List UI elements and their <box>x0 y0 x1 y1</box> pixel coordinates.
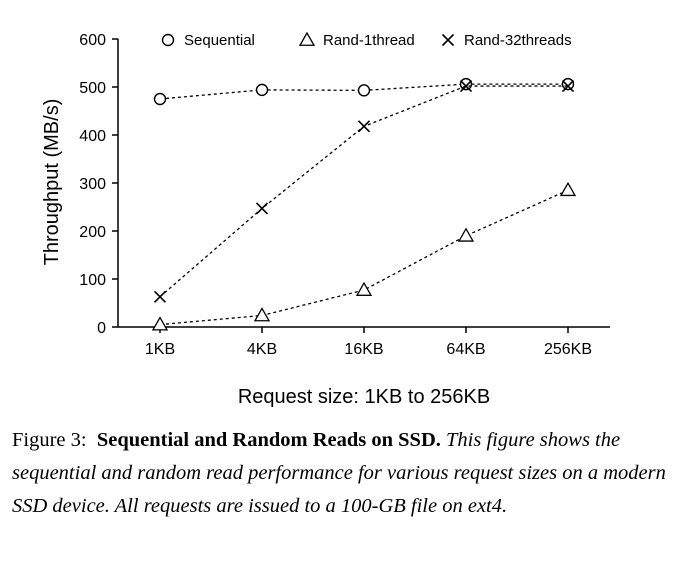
legend-item: Rand-1thread <box>298 31 415 49</box>
data-point <box>255 83 269 97</box>
y-tick-label: 600 <box>79 32 106 49</box>
data-point <box>253 307 271 322</box>
data-point <box>153 290 167 303</box>
x-tick-label: 256KB <box>544 341 592 358</box>
series-rand-1thread <box>151 181 577 331</box>
legend-marker <box>441 33 455 47</box>
legend-label: Sequential <box>184 32 255 49</box>
x-tick-label: 16KB <box>344 341 383 358</box>
x-tick-label: 64KB <box>446 341 485 358</box>
legend-label: Rand-32threads <box>464 32 572 49</box>
data-point <box>459 77 473 91</box>
y-tick-label: 0 <box>97 320 106 337</box>
data-point <box>561 77 575 91</box>
throughput-chart: 0 100 200 300 400 500 600 1KB 4KB 16KB 64KB 256KB S… <box>41 31 610 408</box>
chart-series <box>151 77 577 331</box>
data-point <box>457 227 475 242</box>
legend-marker <box>298 31 316 46</box>
data-point <box>357 84 371 97</box>
data-point <box>459 79 473 93</box>
chart-ticks: 0 100 200 300 400 500 600 1KB 4KB 16KB 64KB 256KB <box>79 32 592 358</box>
y-tick-label: 200 <box>79 224 106 241</box>
y-tick-label: 400 <box>79 128 106 145</box>
data-point <box>561 79 575 93</box>
chart-legend: Sequential Rand-1thread Rand-32threads <box>161 31 572 49</box>
figure-caption: Figure 3: Sequential and Random Reads on… <box>12 424 668 523</box>
y-tick-label: 300 <box>79 176 106 193</box>
legend-marker <box>161 33 175 47</box>
data-point <box>559 181 577 197</box>
x-axis-title: Request size: 1KB to 256KB <box>238 386 490 408</box>
data-point <box>151 316 169 331</box>
legend-item: Sequential <box>161 32 255 49</box>
caption-body: This figure shows the sequential and ran… <box>12 429 666 517</box>
y-tick-label: 500 <box>79 80 106 97</box>
series-sequential <box>153 77 575 106</box>
data-point <box>255 202 269 215</box>
series-line <box>159 85 568 298</box>
data-point <box>357 120 371 133</box>
caption-title: Sequential and Random Reads on SSD. <box>96 429 441 451</box>
data-point <box>153 92 167 106</box>
legend-item: Rand-32threads <box>441 32 572 49</box>
x-tick-label: 1KB <box>145 341 175 358</box>
series-rand-32threads <box>153 79 575 303</box>
x-tick-label: 4KB <box>247 341 277 358</box>
y-axis-title: Throughput (MB/s) <box>41 99 63 266</box>
caption-label: Figure 3: <box>12 429 87 451</box>
series-line <box>159 189 569 326</box>
y-tick-label: 100 <box>79 272 106 289</box>
legend-label: Rand-1thread <box>323 32 415 49</box>
data-point <box>355 281 373 296</box>
